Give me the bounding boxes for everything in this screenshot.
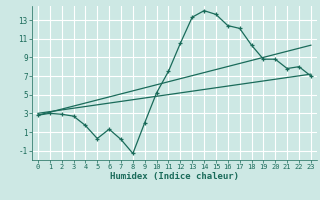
X-axis label: Humidex (Indice chaleur): Humidex (Indice chaleur) [110, 172, 239, 181]
